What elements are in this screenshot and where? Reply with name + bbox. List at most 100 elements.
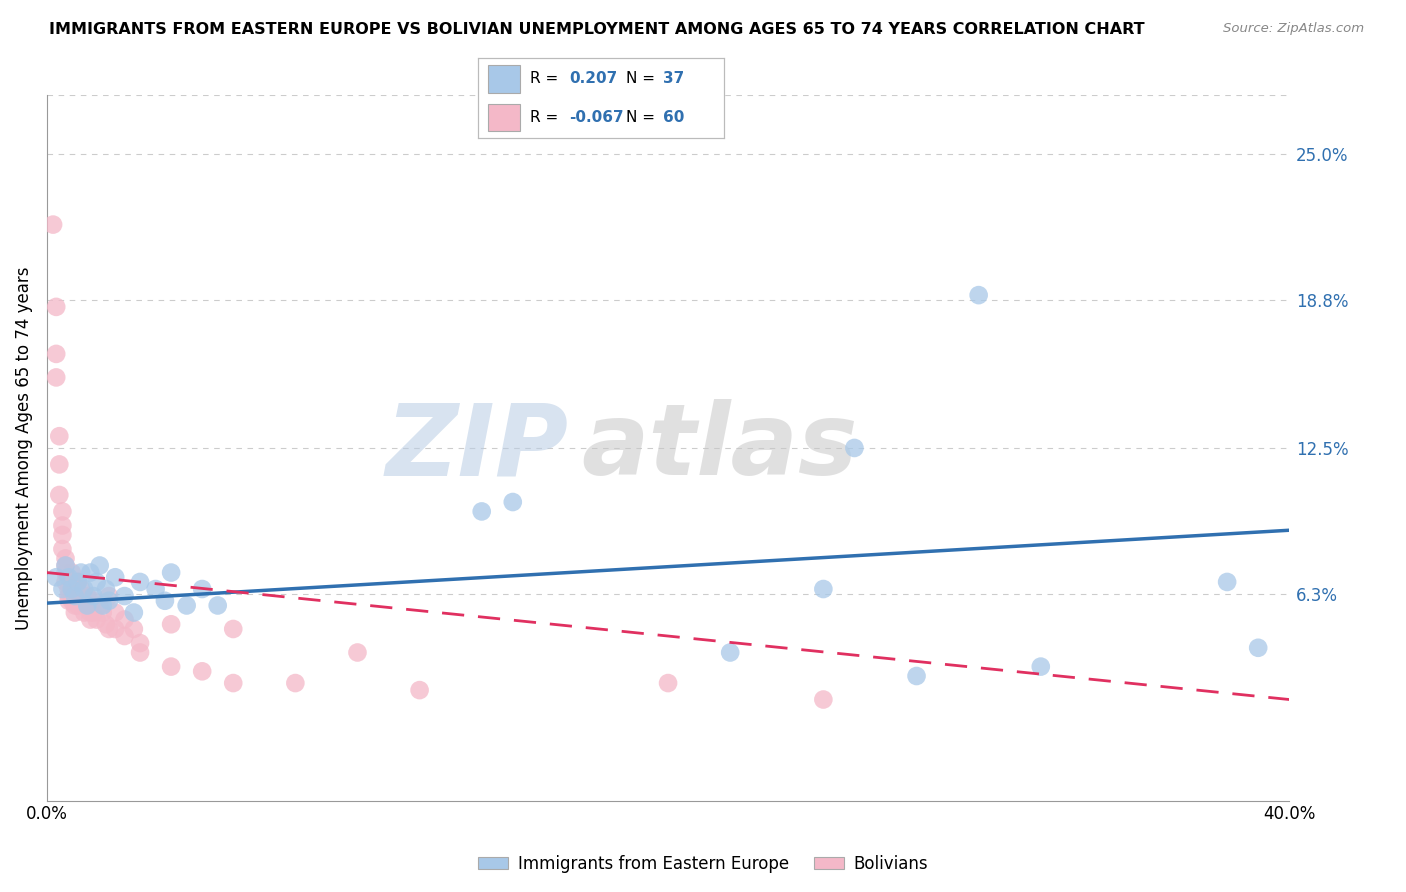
- Point: [63, 589, 86, 603]
- Point: [63, 606, 86, 620]
- Point: [91, 599, 114, 613]
- Point: [79, 613, 101, 627]
- Point: [122, 622, 145, 636]
- Point: [48, 429, 70, 443]
- Point: [60, 594, 83, 608]
- Point: [73, 594, 96, 608]
- Point: [55, 551, 77, 566]
- Point: [160, 617, 183, 632]
- Point: [70, 582, 93, 596]
- Text: 60: 60: [662, 110, 683, 125]
- Point: [98, 622, 121, 636]
- Point: [98, 594, 121, 608]
- Point: [76, 589, 98, 603]
- Point: [94, 582, 117, 596]
- Point: [70, 589, 93, 603]
- Point: [176, 599, 198, 613]
- Point: [60, 582, 83, 596]
- Bar: [488, 103, 520, 131]
- Point: [122, 606, 145, 620]
- Point: [60, 566, 83, 580]
- Text: N =: N =: [626, 71, 659, 87]
- Point: [284, 676, 307, 690]
- Point: [222, 676, 245, 690]
- Text: atlas: atlas: [581, 400, 858, 497]
- Point: [63, 582, 86, 596]
- Point: [82, 594, 104, 608]
- Point: [51, 518, 73, 533]
- Text: 0.207: 0.207: [569, 71, 617, 87]
- Point: [114, 613, 136, 627]
- Point: [160, 566, 183, 580]
- Point: [73, 582, 96, 596]
- Point: [718, 645, 741, 659]
- Point: [58, 594, 80, 608]
- Point: [55, 566, 77, 580]
- Point: [191, 665, 214, 679]
- Point: [104, 570, 127, 584]
- Point: [844, 441, 866, 455]
- Text: R =: R =: [530, 110, 562, 125]
- Point: [91, 606, 114, 620]
- Point: [51, 542, 73, 557]
- Point: [66, 589, 89, 603]
- Point: [813, 692, 835, 706]
- Point: [51, 504, 73, 518]
- Point: [79, 566, 101, 580]
- Point: [70, 566, 93, 580]
- Point: [98, 589, 121, 603]
- Point: [1247, 640, 1270, 655]
- Point: [129, 574, 152, 589]
- Point: [45, 347, 67, 361]
- Point: [967, 288, 990, 302]
- Point: [145, 582, 167, 596]
- Point: [76, 599, 98, 613]
- Point: [58, 589, 80, 603]
- Text: ZIP: ZIP: [385, 400, 568, 497]
- Point: [58, 570, 80, 584]
- Point: [1029, 659, 1052, 673]
- Point: [48, 488, 70, 502]
- Point: [94, 617, 117, 632]
- Text: N =: N =: [626, 110, 659, 125]
- Point: [82, 589, 104, 603]
- Point: [55, 558, 77, 573]
- Point: [86, 613, 108, 627]
- Point: [346, 645, 368, 659]
- Point: [191, 582, 214, 596]
- Point: [79, 606, 101, 620]
- Point: [1216, 574, 1239, 589]
- Y-axis label: Unemployment Among Ages 65 to 74 years: Unemployment Among Ages 65 to 74 years: [15, 266, 32, 630]
- Text: IMMIGRANTS FROM EASTERN EUROPE VS BOLIVIAN UNEMPLOYMENT AMONG AGES 65 TO 74 YEAR: IMMIGRANTS FROM EASTERN EUROPE VS BOLIVI…: [49, 22, 1144, 37]
- Point: [207, 599, 229, 613]
- Point: [55, 558, 77, 573]
- Point: [73, 606, 96, 620]
- Point: [502, 495, 524, 509]
- Text: Source: ZipAtlas.com: Source: ZipAtlas.com: [1223, 22, 1364, 36]
- Point: [114, 629, 136, 643]
- Point: [657, 676, 679, 690]
- Legend: Immigrants from Eastern Europe, Bolivians: Immigrants from Eastern Europe, Bolivian…: [471, 848, 935, 880]
- Point: [51, 528, 73, 542]
- Point: [45, 300, 67, 314]
- Point: [42, 218, 65, 232]
- Point: [129, 645, 152, 659]
- Point: [48, 458, 70, 472]
- Point: [905, 669, 928, 683]
- Text: R =: R =: [530, 71, 562, 87]
- Text: -0.067: -0.067: [569, 110, 624, 125]
- Point: [89, 558, 111, 573]
- Point: [89, 599, 111, 613]
- Point: [114, 589, 136, 603]
- Point: [45, 370, 67, 384]
- Point: [86, 574, 108, 589]
- Point: [153, 594, 176, 608]
- Point: [66, 574, 89, 589]
- Point: [45, 570, 67, 584]
- Point: [222, 622, 245, 636]
- Point: [471, 504, 494, 518]
- Bar: [488, 65, 520, 93]
- Point: [160, 659, 183, 673]
- Point: [813, 582, 835, 596]
- Point: [55, 574, 77, 589]
